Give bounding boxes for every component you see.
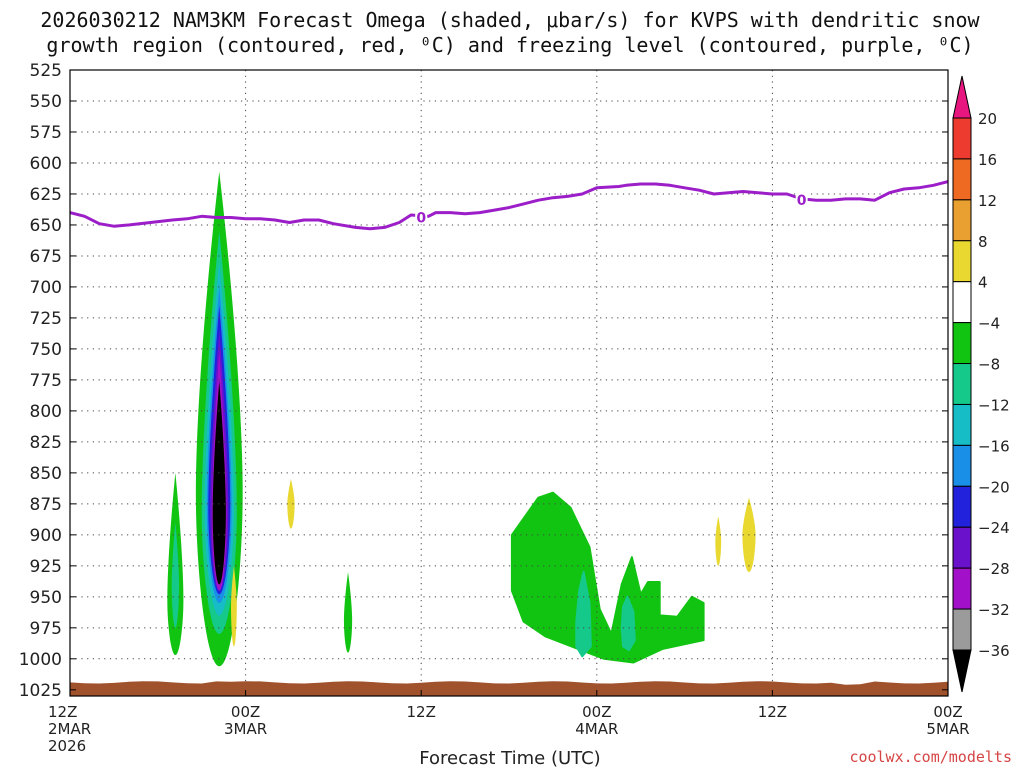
freezing-label-bg-0 [415,208,428,225]
ytick-label-1025: 1025 [19,681,62,701]
ytick-label-725: 725 [30,309,62,329]
omega-region-7 [212,381,226,585]
colorbar-label-1: 16 [978,151,997,169]
plot-area: 00 [70,70,948,696]
x-axis-label: Forecast Time (UTC) [419,748,600,768]
colorbar-box-9 [952,485,972,528]
ytick-label-850: 850 [30,464,62,484]
xtick-label-0-1: 2MAR [48,720,91,738]
freezing-label-bg-1 [795,191,808,208]
omega-polygon-0 [510,491,705,664]
ytick-label-525: 525 [30,61,62,81]
colorbar-box-8 [952,444,972,487]
xtick-label-5-1: 5MAR [926,720,969,738]
colorbar-box-6 [952,363,972,405]
freezing-level: 00 [70,180,948,231]
xtick-label-5-0: 00Z [933,703,962,721]
colorbar-box-5 [952,322,972,365]
ytick-label-675: 675 [30,247,62,267]
colorbar-top-arrow [952,75,972,119]
ytick-label-1000: 1000 [19,650,62,670]
colorbar-box-2 [952,199,972,242]
colorbar-label-7: −12 [978,396,1010,414]
ytick-label-700: 700 [30,278,62,298]
ytick-label-875: 875 [30,495,62,515]
freezing-level-label-0: 0 [416,211,426,227]
omega-shading [167,171,756,667]
ytick-label-775: 775 [30,371,62,391]
credit-text: coolwx.com/modelts [849,748,1012,766]
y-axis: 525 550 575 600 625 650 675 700 725 750 775 800 825 8… [19,61,948,701]
colorbar-label-8: −16 [978,437,1010,455]
xtick-label-3-1: 4MAR [575,720,618,738]
xtick-label-1-0: 00Z [231,703,260,721]
colorbar-label-12: −32 [978,601,1010,619]
ytick-label-600: 600 [30,154,62,174]
ytick-label-800: 800 [30,402,62,422]
ytick-label-750: 750 [30,340,62,360]
ytick-label-825: 825 [30,433,62,453]
xtick-label-2-0: 12Z [407,703,436,721]
colorbar-label-6: −8 [978,356,1000,374]
colorbar-label-9: −20 [978,478,1010,496]
ytick-label-575: 575 [30,123,62,143]
ytick-label-625: 625 [30,185,62,205]
colorbar-label-3: 8 [978,233,988,251]
xtick-label-0-0: 12Z [48,703,77,721]
colorbar-label-13: −36 [978,642,1010,660]
xtick-label-0-2: 2026 [48,737,86,755]
colorbar-label-4: 4 [978,274,988,292]
colorbar-box-0 [952,117,972,160]
omega-region-11 [287,479,295,529]
colorbar-label-11: −28 [978,560,1010,578]
freezing-level-label-1: 0 [797,193,807,209]
omega-polygon-2 [620,595,636,652]
omega-polygon-1 [575,571,592,658]
xtick-label-1-1: 3MAR [224,720,267,738]
omega-region-13 [715,516,722,566]
colorbar-box-7 [952,403,972,446]
colorbar-label-0: 20 [978,110,997,128]
plot-frame [69,69,949,697]
colorbar-box-4 [952,281,972,324]
omega-region-10 [343,572,353,653]
colorbar-box-12 [952,608,972,651]
gridlines [70,70,948,696]
colorbar-label-2: 12 [978,192,997,210]
colorbar-box-1 [952,158,972,201]
ytick-label-550: 550 [30,92,62,112]
ytick-label-900: 900 [30,526,62,546]
colorbar: 20 16 12 8 4 −4 −8 −12 −16 −20 −24 −28 −32 −36 [952,75,1010,693]
omega-region-9 [171,522,180,628]
colorbar-label-10: −24 [978,519,1010,537]
colorbar-box-10 [952,526,972,569]
colorbar-label-5: −4 [978,315,1000,333]
colorbar-box-11 [952,567,972,610]
chart-title-line2: growth region (contoured, red, ⁰C) and f… [46,33,973,57]
ytick-label-950: 950 [30,588,62,608]
ytick-label-925: 925 [30,557,62,577]
colorbar-bottom-arrow [952,649,972,693]
terrain-surface [70,681,948,696]
colorbar-box-3 [952,240,972,283]
terrain [70,681,948,696]
xtick-label-4-0: 12Z [758,703,787,721]
xtick-label-3-0: 00Z [582,703,611,721]
ytick-label-975: 975 [30,619,62,639]
chart-title-line1: 2026030212 NAM3KM Forecast Omega (shaded… [40,8,980,32]
ytick-label-650: 650 [30,216,62,236]
omega-region-12 [230,565,237,647]
